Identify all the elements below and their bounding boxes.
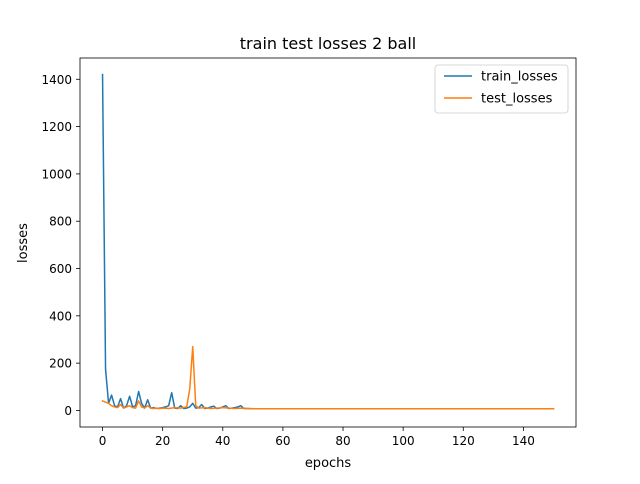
legend-label: test_losses: [481, 92, 553, 107]
y-tick-label: 1400: [41, 73, 72, 87]
y-tick-label: 1000: [41, 167, 72, 181]
y-axis: 0 200 400 600 800 1000 1200 1400: [41, 73, 80, 418]
y-axis-label: losses: [16, 223, 31, 263]
x-tick-label: 100: [392, 434, 415, 448]
axes-frame: [79, 57, 577, 428]
y-tick-label: 600: [49, 262, 72, 276]
x-tick-label: 120: [452, 434, 475, 448]
x-tick-label: 60: [275, 434, 290, 448]
x-tick-label: 40: [215, 434, 230, 448]
x-axis: 0 20 40 60 80 100 120 140: [99, 427, 535, 448]
y-tick-label: 1200: [41, 120, 72, 134]
chart-title: train test losses 2 ball: [240, 34, 416, 53]
y-tick-label: 200: [49, 357, 72, 371]
legend-label: train_losses: [481, 70, 558, 85]
y-tick-label: 0: [64, 404, 72, 418]
y-tick-label: 400: [49, 309, 72, 323]
series-line-test-losses: [101, 345, 555, 410]
plot-area: [79, 57, 577, 428]
y-tick-label: 800: [49, 215, 72, 229]
x-tick-label: 80: [335, 434, 350, 448]
x-tick-label: 0: [99, 434, 107, 448]
x-tick-label: 20: [155, 434, 170, 448]
legend-box: [434, 64, 569, 114]
x-tick-label: 140: [512, 434, 535, 448]
legend: train_losses test_losses: [434, 64, 569, 114]
x-axis-label: epochs: [305, 456, 352, 471]
